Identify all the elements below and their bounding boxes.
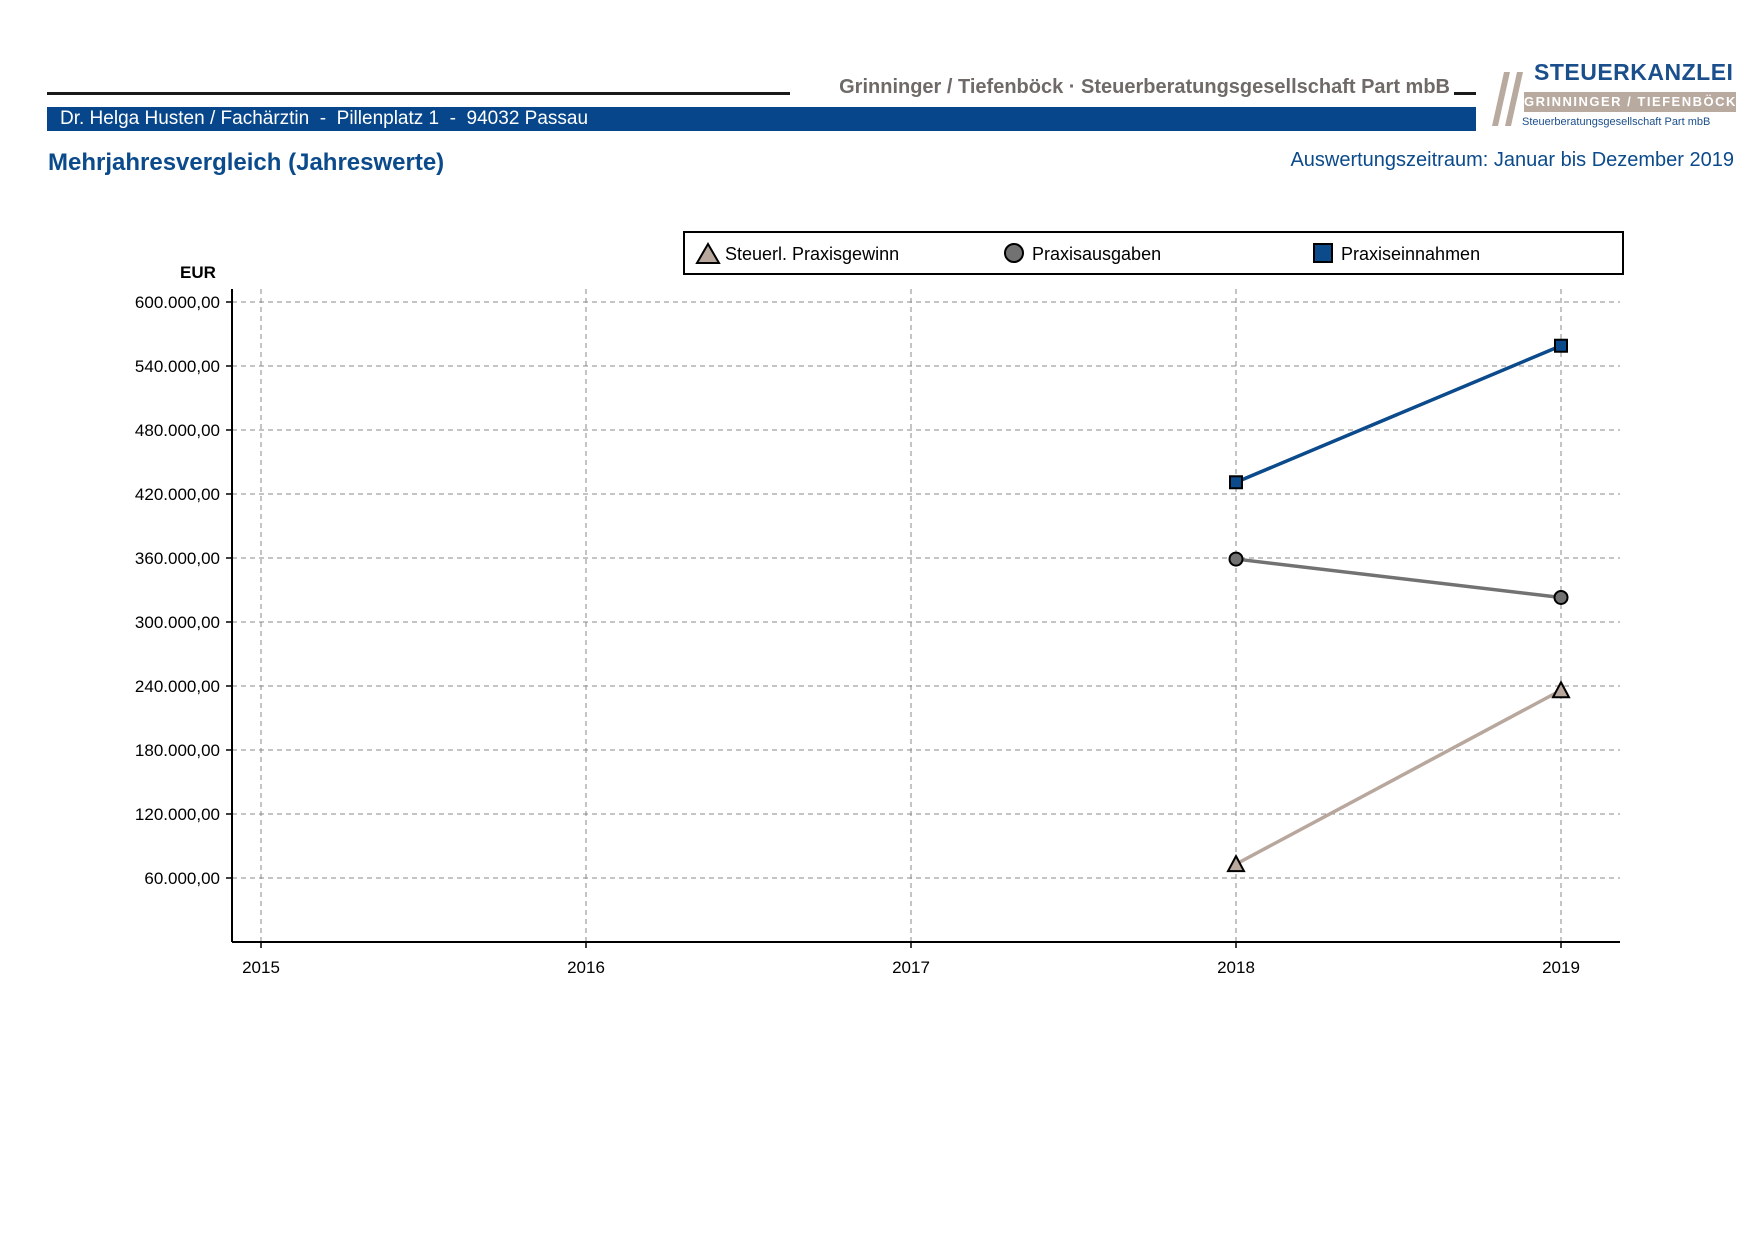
legend-label-profit: Steuerl. Praxisgewinn xyxy=(725,244,900,264)
y-tick-label: 300.000,00 xyxy=(135,613,220,632)
logo-band: GRINNINGER / TIEFENBÖCK xyxy=(1524,92,1736,112)
legend-label-expenses: Praxisausgaben xyxy=(1032,244,1162,264)
y-tick-label: 540.000,00 xyxy=(135,357,220,376)
y-tick-label: 360.000,00 xyxy=(135,549,220,568)
y-tick-label: 480.000,00 xyxy=(135,421,220,440)
x-tick-label: 2016 xyxy=(567,958,605,977)
circle-marker-icon xyxy=(1004,243,1024,263)
client-bar: Dr. Helga Husten / Fachärztin - Pillenpl… xyxy=(47,107,1476,131)
evaluation-period: Auswertungszeitraum: Januar bis Dezember… xyxy=(1290,149,1734,171)
logo-subtitle: Steuerberatungsgesellschaft Part mbB xyxy=(1522,116,1711,128)
data-point-square xyxy=(1229,475,1243,490)
series-line-circle xyxy=(1235,557,1562,600)
chart-legend: Steuerl. Praxisgewinn Praxisausgaben Pra… xyxy=(683,231,1624,275)
firm-name: Grinninger / Tiefenböck · Steuerberatung… xyxy=(839,76,1450,98)
y-axis-unit-label: EUR xyxy=(180,263,216,282)
square-marker-icon xyxy=(1313,243,1333,263)
triangle-marker-icon xyxy=(695,242,721,264)
firm-logo: STEUERKANZLEI GRINNINGER / TIEFENBÖCK St… xyxy=(1490,58,1740,133)
legend-label-income: Praxiseinnahmen xyxy=(1341,244,1481,264)
client-line: Dr. Helga Husten / Fachärztin - Pillenpl… xyxy=(60,108,589,129)
y-tick-label: 420.000,00 xyxy=(135,485,220,504)
y-tick-label: 240.000,00 xyxy=(135,677,220,696)
header-rule-left xyxy=(47,92,790,95)
data-point-circle xyxy=(1553,589,1569,605)
y-tick-label: 180.000,00 xyxy=(135,741,220,760)
header-rule-right xyxy=(1454,92,1476,95)
page-title: Mehrjahresvergleich (Jahreswerte) xyxy=(48,149,445,176)
series-line-square xyxy=(1235,344,1562,484)
x-tick-label: 2019 xyxy=(1542,958,1580,977)
data-point-square xyxy=(1554,338,1568,353)
y-tick-label: 600.000,00 xyxy=(135,293,220,312)
logo-title: STEUERKANZLEI xyxy=(1534,59,1734,85)
x-tick-label: 2017 xyxy=(892,958,930,977)
data-point-triangle xyxy=(1551,680,1571,699)
data-point-circle xyxy=(1228,551,1244,567)
y-tick-label: 60.000,00 xyxy=(144,869,220,888)
series-line-triangle xyxy=(1235,688,1562,866)
x-tick-label: 2018 xyxy=(1217,958,1255,977)
y-tick-label: 120.000,00 xyxy=(135,805,220,824)
logo-band-text: GRINNINGER / TIEFENBÖCK xyxy=(1524,94,1737,109)
x-tick-label: 2015 xyxy=(242,958,280,977)
logo-slash-marks xyxy=(1492,72,1523,126)
data-point-triangle xyxy=(1226,854,1246,873)
